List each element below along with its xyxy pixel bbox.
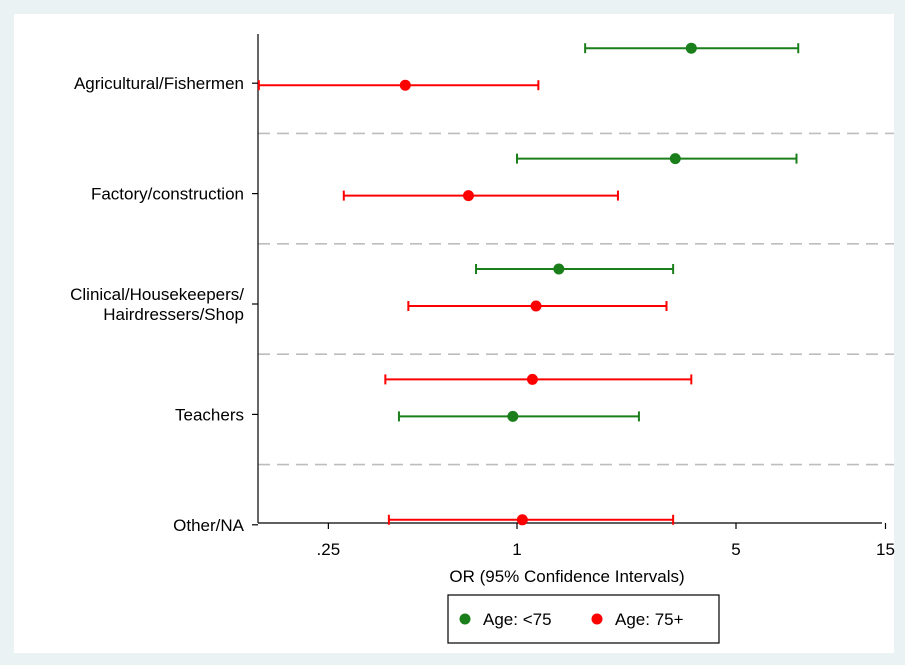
y-tick-label: Factory/construction	[91, 185, 244, 204]
point-estimate	[685, 42, 697, 54]
point-estimate	[526, 373, 538, 385]
x-tick-label: 15	[876, 540, 895, 559]
legend-marker	[591, 613, 603, 625]
y-tick-label: Hairdressers/Shop	[103, 305, 244, 324]
y-tick-label: Clinical/Housekeepers/	[70, 285, 244, 304]
point-estimate	[553, 263, 565, 275]
point-estimate	[530, 300, 542, 312]
y-tick-label: Agricultural/Fishermen	[74, 74, 244, 93]
x-tick-label: 1	[512, 540, 521, 559]
legend-box	[447, 594, 720, 644]
ci-marks	[257, 42, 800, 526]
x-tick-label: .25	[317, 540, 341, 559]
legend: Age: <75 Age: 75+	[447, 594, 720, 644]
x-axis-title: OR (95% Confidence Intervals)	[449, 567, 684, 586]
x-axis: .25 1 5 15	[258, 522, 895, 559]
point-estimate	[507, 410, 519, 422]
y-tick-label: Teachers	[175, 405, 244, 424]
plot-area	[14, 14, 894, 653]
point-estimate	[669, 153, 681, 165]
y-tick-label: Other/NA	[173, 516, 245, 535]
point-estimate	[462, 190, 474, 202]
legend-label: Age: <75	[483, 610, 552, 629]
point-estimate	[399, 79, 411, 91]
y-axis: Agricultural/Fishermen Factory/constructi…	[70, 34, 259, 535]
group-separators	[258, 132, 894, 466]
legend-marker	[459, 613, 471, 625]
x-tick-label: 5	[731, 540, 740, 559]
point-estimate	[516, 514, 528, 526]
legend-label: Age: 75+	[615, 610, 684, 629]
